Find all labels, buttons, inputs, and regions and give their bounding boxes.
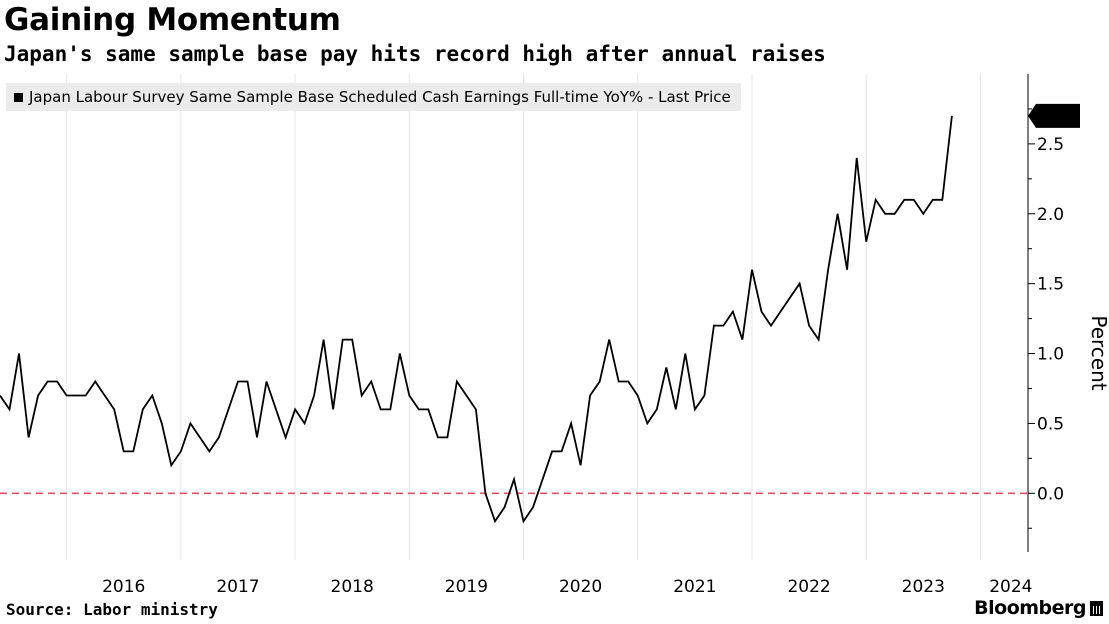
x-tick-label-2016: 2016 xyxy=(102,577,145,597)
x-tick-label-2021: 2021 xyxy=(673,577,716,597)
brand-logo: Bloomberg xyxy=(974,597,1103,619)
series-line xyxy=(0,115,953,524)
legend-label: Japan Labour Survey Same Sample Base Sch… xyxy=(29,88,731,106)
x-tick-label-2023: 2023 xyxy=(902,577,945,597)
x-tick-label-2022: 2022 xyxy=(787,577,830,597)
y-tick-label-1.5: 1.5 xyxy=(1037,275,1064,295)
last-value-label: 2.7 xyxy=(1028,103,1080,128)
legend-swatch xyxy=(14,92,23,102)
legend: Japan Labour Survey Same Sample Base Sch… xyxy=(6,83,741,111)
y-tick-label-2.0: 2.0 xyxy=(1037,205,1064,225)
x-tick-label-2020: 2020 xyxy=(559,577,602,597)
x-tick-label-2024: 2024 xyxy=(989,577,1032,597)
y-tick-label-0.0: 0.0 xyxy=(1037,484,1064,504)
x-tick-label-2019: 2019 xyxy=(445,577,488,597)
x-tick-label-2018: 2018 xyxy=(331,577,374,597)
last-value-label-text: 2.7 xyxy=(1038,108,1068,128)
brand-name: Bloomberg xyxy=(974,597,1086,619)
y-tick-label-2.5: 2.5 xyxy=(1037,135,1064,155)
y-axis-ticks: 2.5 2.0 1.5 1.0 0.5 0.0 xyxy=(1028,108,1064,529)
x-axis-ticks: 2016 2017 2018 2019 2020 2021 2022 2023 2024 xyxy=(102,577,1032,597)
vertical-gridlines xyxy=(66,74,981,560)
bloomberg-icon xyxy=(1090,600,1103,616)
y-tick-label-0.5: 0.5 xyxy=(1037,414,1064,434)
chart-title: Gaining Momentum xyxy=(4,2,341,38)
y-tick-label-1.0: 1.0 xyxy=(1037,345,1064,365)
y-axis-title: Percent xyxy=(1087,315,1109,390)
source-note: Source: Labor ministry xyxy=(6,600,218,619)
x-tick-label-2017: 2017 xyxy=(216,577,259,597)
last-value-label-background xyxy=(1028,103,1080,128)
chart-subtitle: Japan's same sample base pay hits record… xyxy=(4,42,826,66)
